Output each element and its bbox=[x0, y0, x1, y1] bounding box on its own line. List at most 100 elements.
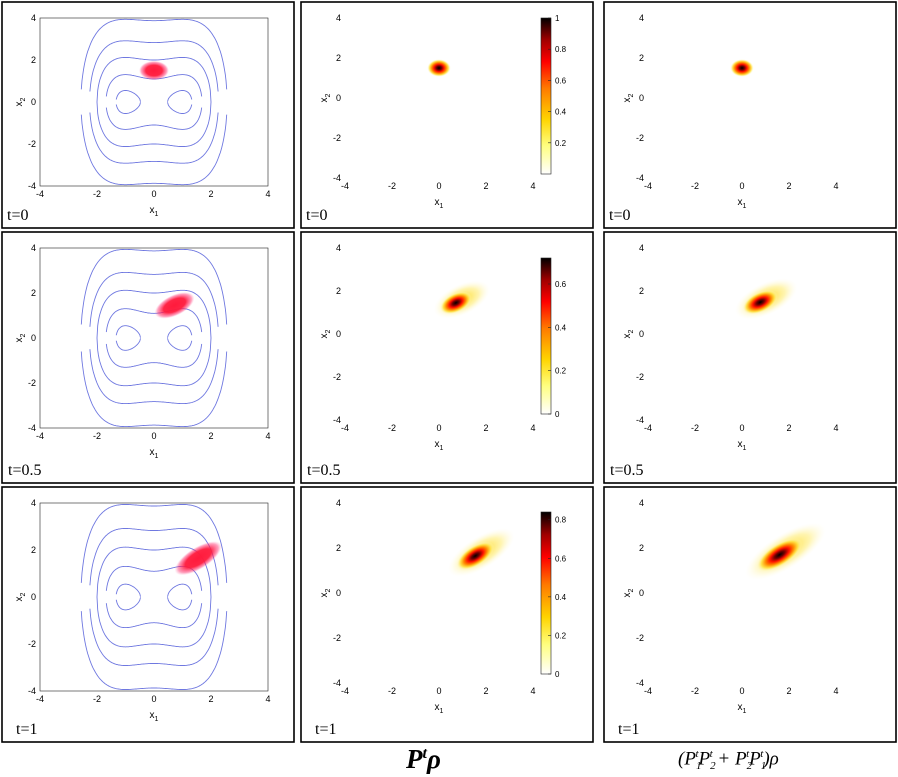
contour-line bbox=[115, 325, 193, 338]
x-tick-label: -2 bbox=[93, 431, 101, 441]
colorbar-tick-label: 0.4 bbox=[555, 108, 567, 117]
y-tick-label: -4 bbox=[636, 678, 644, 688]
contour-line bbox=[115, 102, 193, 114]
y-tick-label: 4 bbox=[639, 13, 644, 23]
y-tick-label: -2 bbox=[636, 372, 644, 382]
x-tick-label: -4 bbox=[341, 181, 349, 191]
contour-line bbox=[80, 351, 228, 428]
x-tick-label: 4 bbox=[833, 423, 838, 433]
density-blob bbox=[756, 538, 803, 572]
x-tick-label: 2 bbox=[208, 431, 213, 441]
y-tick-label: 4 bbox=[336, 498, 341, 508]
y-tick-label: 2 bbox=[336, 543, 341, 553]
column-label-right: (P1tP2t + P2tP1t)ρ bbox=[678, 748, 779, 773]
x-tick-label: 4 bbox=[833, 181, 838, 191]
y-tick-label: -2 bbox=[28, 139, 36, 149]
x-tick-label: 0 bbox=[739, 423, 744, 433]
y-tick-label: 2 bbox=[336, 286, 341, 296]
x-tick-label: 2 bbox=[786, 686, 791, 696]
x-tick-label: -4 bbox=[644, 686, 652, 696]
y-axis-label: x2 bbox=[319, 329, 332, 338]
contour-line bbox=[115, 583, 193, 597]
contour-line bbox=[105, 343, 203, 368]
density-blob bbox=[730, 59, 754, 77]
panel-r1-c1: -4 -2 0 2 4 -4 -2 0 2 4 x1 x2 0 0.2 0.4 0.6 t=0.5 bbox=[300, 231, 594, 484]
y-tick-label: 2 bbox=[336, 53, 341, 63]
x-axis-label: x1 bbox=[738, 439, 747, 452]
colorbar bbox=[540, 17, 552, 175]
y-axis-label: x2 bbox=[14, 333, 27, 342]
panel-r2-c1: -4 -2 0 2 4 -4 -2 0 2 4 x1 x2 0 0.2 0.4 0.6 0.8 t=1 bbox=[300, 486, 594, 743]
contour-line bbox=[96, 337, 212, 387]
colorbar-tick-label: 1 bbox=[555, 14, 560, 23]
x-tick-label: 4 bbox=[265, 694, 270, 704]
contour-line bbox=[96, 101, 212, 147]
x-tick-label: 0 bbox=[436, 686, 441, 696]
x-tick-label: -2 bbox=[388, 181, 396, 191]
contour-line bbox=[96, 546, 212, 598]
x-tick-label: 0 bbox=[151, 189, 156, 199]
panel-r2-c2: -4 -2 0 2 4 -4 -2 0 2 4 x1 x2 t=1 bbox=[603, 486, 897, 743]
time-label: t=1 bbox=[315, 721, 336, 738]
x-tick-label: -4 bbox=[341, 686, 349, 696]
colorbar-tick-label: 0 bbox=[555, 670, 560, 679]
y-axis-label: x2 bbox=[622, 93, 635, 102]
y-tick-label: 4 bbox=[639, 498, 644, 508]
y-axis-label: x2 bbox=[14, 592, 27, 601]
x-tick-label: 4 bbox=[530, 423, 535, 433]
y-tick-label: 4 bbox=[639, 243, 644, 253]
x-tick-label: -2 bbox=[93, 189, 101, 199]
x-tick-label: 2 bbox=[208, 189, 213, 199]
colorbar-tick-label: 0.8 bbox=[555, 45, 567, 54]
panel-r0-c0: -4 -2 0 2 4 -4 -2 0 2 4 x1 x2 t=0 bbox=[1, 1, 295, 229]
x-tick-label: -4 bbox=[36, 189, 44, 199]
y-axis-label: x2 bbox=[622, 588, 635, 597]
x-tick-label: 0 bbox=[436, 423, 441, 433]
x-tick-label: 4 bbox=[265, 189, 270, 199]
density-blob bbox=[427, 59, 451, 77]
plot-area bbox=[39, 502, 269, 692]
panel-r0-c1: -4 -2 0 2 4 -4 -2 0 2 4 x1 x2 0.2 0.4 0.6 0.8 1 t=0 bbox=[300, 1, 594, 229]
y-tick-label: 2 bbox=[639, 286, 644, 296]
x-axis-label: x1 bbox=[150, 710, 159, 723]
panel-r1-c0: -4 -2 0 2 4 -4 -2 0 2 4 x1 x2 t=0.5 bbox=[1, 231, 295, 484]
x-tick-label: 4 bbox=[530, 686, 535, 696]
contour-line bbox=[89, 112, 219, 164]
y-tick-label: 0 bbox=[336, 588, 341, 598]
y-axis-label: x2 bbox=[319, 588, 332, 597]
x-tick-label: 2 bbox=[786, 181, 791, 191]
contour-line bbox=[105, 603, 203, 629]
contour-line bbox=[115, 597, 193, 611]
contour-line bbox=[80, 504, 228, 583]
y-axis-label: x2 bbox=[622, 329, 635, 338]
colorbar-tick-label: 0.8 bbox=[555, 516, 567, 525]
y-tick-label: 0 bbox=[31, 97, 36, 107]
x-axis-label: x1 bbox=[435, 439, 444, 452]
y-tick-label: -2 bbox=[333, 372, 341, 382]
y-tick-label: -2 bbox=[28, 639, 36, 649]
y-tick-label: -2 bbox=[636, 133, 644, 143]
contour-line bbox=[115, 338, 193, 351]
density-blob bbox=[139, 60, 169, 81]
x-tick-label: 0 bbox=[739, 181, 744, 191]
x-axis-label: x1 bbox=[150, 447, 159, 460]
time-label: t=0 bbox=[306, 207, 327, 224]
x-axis-label: x1 bbox=[738, 702, 747, 715]
x-axis-label: x1 bbox=[435, 197, 444, 210]
x-axis-label: x1 bbox=[435, 702, 444, 715]
density-blob bbox=[154, 292, 195, 319]
density-blob bbox=[456, 541, 495, 570]
x-tick-label: -4 bbox=[644, 423, 652, 433]
y-tick-label: 0 bbox=[639, 329, 644, 339]
time-label: t=1 bbox=[16, 721, 37, 738]
y-tick-label: 0 bbox=[31, 333, 36, 343]
y-tick-label: -2 bbox=[636, 633, 644, 643]
colorbar-tick-label: 0.6 bbox=[555, 280, 567, 289]
x-tick-label: -4 bbox=[644, 181, 652, 191]
x-axis-label: x1 bbox=[150, 205, 159, 218]
contour-line bbox=[96, 57, 212, 103]
x-tick-label: 0 bbox=[151, 694, 156, 704]
x-tick-label: 2 bbox=[483, 423, 488, 433]
contour-line bbox=[89, 608, 219, 666]
